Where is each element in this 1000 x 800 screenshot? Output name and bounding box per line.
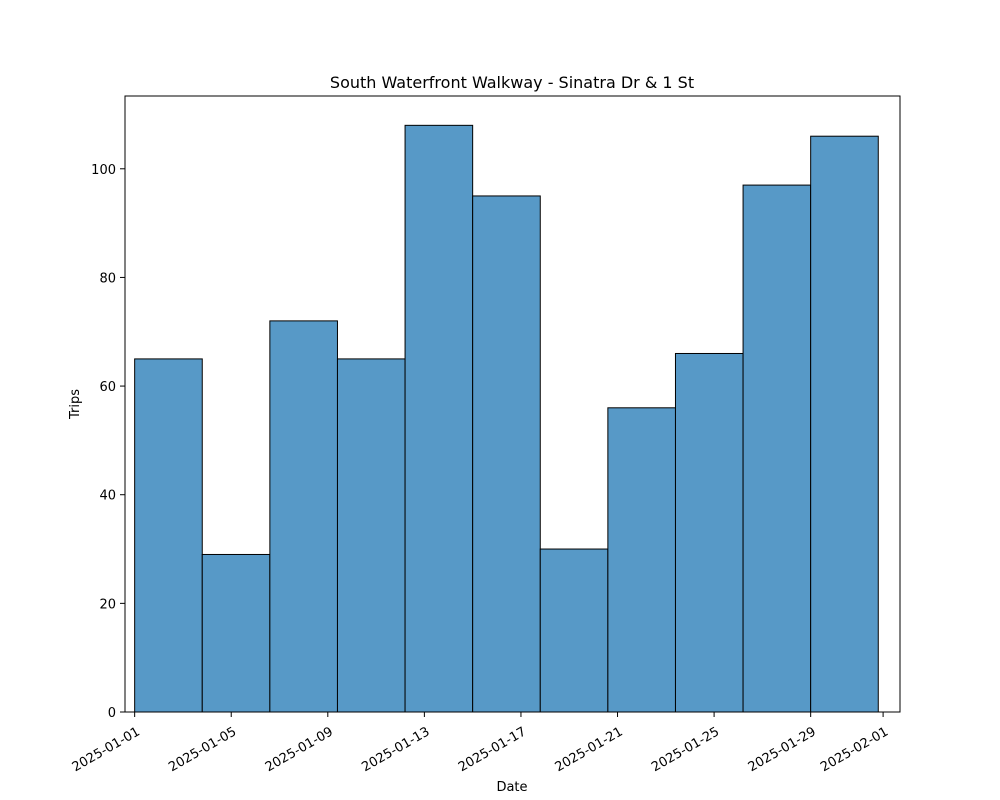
y-tick-label: 20 — [99, 597, 116, 612]
histogram-bar — [336, 358, 406, 713]
y-tick-label: 100 — [91, 163, 116, 178]
x-axis-label: Date — [496, 780, 527, 795]
x-tick-label: 2025-01-25 — [649, 724, 722, 775]
histogram-bar — [269, 320, 338, 713]
y-tick-label: 80 — [99, 271, 116, 286]
x-tick-label: 2025-01-05 — [166, 724, 239, 775]
y-tick-label: 40 — [99, 489, 116, 504]
histogram-bar — [607, 407, 676, 713]
x-tick-label: 2025-01-01 — [70, 724, 143, 775]
x-tick-label: 2025-01-13 — [359, 724, 432, 775]
x-axis-ticks: 2025-01-01 2025-01-05 2025-01-09 2025-01-13… — [70, 712, 891, 775]
y-axis-ticks: 0 20 40 60 80 100 — [91, 163, 125, 721]
histogram-bar — [810, 135, 879, 713]
x-tick-label: 2025-02-01 — [818, 724, 891, 775]
histogram-bar — [134, 358, 203, 713]
y-tick-label: 60 — [99, 380, 116, 395]
chart-title: South Waterfront Walkway - Sinatra Dr & … — [330, 73, 694, 92]
x-tick-label: 2025-01-21 — [553, 724, 626, 775]
histogram-bar — [539, 548, 609, 713]
histogram-bar — [201, 553, 271, 713]
y-axis-label: Trips — [68, 389, 83, 420]
plot-frame — [124, 95, 901, 713]
histogram-bar — [472, 195, 541, 713]
histogram-bar — [674, 352, 744, 713]
x-tick-label: 2025-01-29 — [746, 724, 819, 775]
y-tick-label: 0 — [108, 706, 116, 721]
x-tick-label: 2025-01-17 — [456, 724, 529, 775]
histogram-bar — [404, 124, 474, 713]
histogram-bar — [742, 184, 812, 713]
x-tick-label: 2025-01-09 — [263, 724, 336, 775]
bars-group — [134, 124, 879, 713]
